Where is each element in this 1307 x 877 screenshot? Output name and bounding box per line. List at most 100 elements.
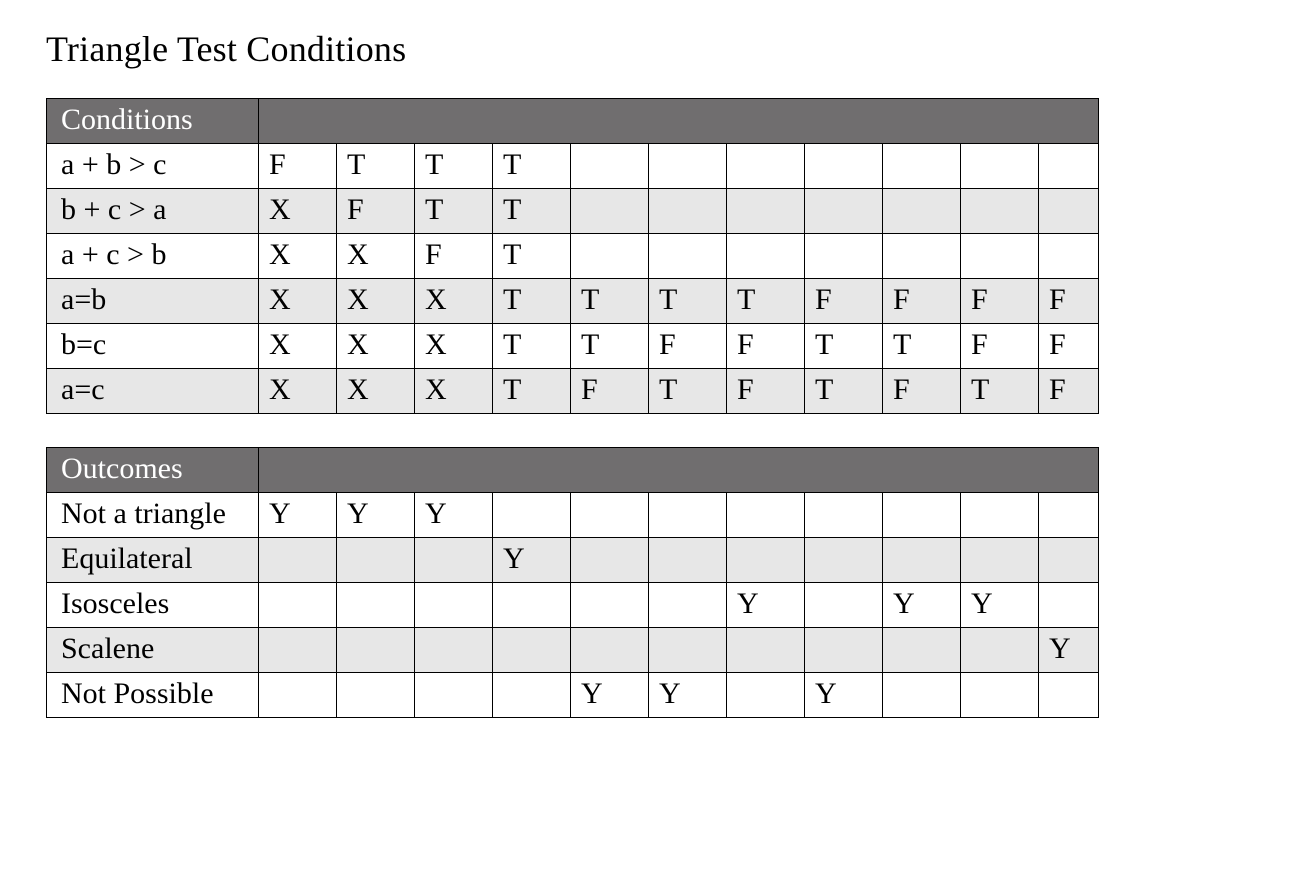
value-cell <box>1039 673 1099 718</box>
value-cell <box>649 189 727 234</box>
value-cell: Y <box>1039 628 1099 673</box>
value-cell <box>883 628 961 673</box>
table-row: Not a triangleYYY <box>47 493 1099 538</box>
value-cell <box>805 583 883 628</box>
value-cell <box>883 493 961 538</box>
value-cell: Y <box>415 493 493 538</box>
value-cell: T <box>649 279 727 324</box>
value-cell: Y <box>805 673 883 718</box>
value-cell: X <box>415 324 493 369</box>
table-row: a=cXXXTFTFTFTF <box>47 369 1099 414</box>
table-row: Not PossibleYYY <box>47 673 1099 718</box>
value-cell <box>259 673 337 718</box>
value-cell: X <box>259 279 337 324</box>
value-cell <box>493 673 571 718</box>
value-cell: T <box>493 279 571 324</box>
value-cell <box>961 493 1039 538</box>
value-cell <box>415 538 493 583</box>
section-header-fill <box>259 99 1099 144</box>
section-header-label: Conditions <box>47 99 259 144</box>
value-cell <box>415 673 493 718</box>
value-cell: F <box>259 144 337 189</box>
value-cell <box>727 189 805 234</box>
value-cell: T <box>961 369 1039 414</box>
value-cell <box>883 673 961 718</box>
value-cell <box>883 234 961 279</box>
value-cell <box>571 628 649 673</box>
value-cell: X <box>259 234 337 279</box>
value-cell <box>961 628 1039 673</box>
value-cell <box>571 189 649 234</box>
value-cell <box>1039 538 1099 583</box>
value-cell <box>1039 234 1099 279</box>
value-cell <box>493 628 571 673</box>
value-cell <box>727 538 805 583</box>
value-cell <box>727 493 805 538</box>
table-row: b + c > aXFTT <box>47 189 1099 234</box>
value-cell: F <box>1039 279 1099 324</box>
value-cell: F <box>961 324 1039 369</box>
value-cell <box>649 234 727 279</box>
table-row: a + c > bXXFT <box>47 234 1099 279</box>
value-cell: T <box>883 324 961 369</box>
value-cell <box>493 583 571 628</box>
value-cell: T <box>415 144 493 189</box>
row-label: b + c > a <box>47 189 259 234</box>
value-cell: Y <box>259 493 337 538</box>
value-cell <box>571 234 649 279</box>
value-cell: X <box>259 189 337 234</box>
value-cell: T <box>805 369 883 414</box>
value-cell: F <box>883 279 961 324</box>
value-cell <box>571 583 649 628</box>
value-cell <box>571 493 649 538</box>
value-cell <box>1039 189 1099 234</box>
value-cell: X <box>415 369 493 414</box>
row-label: Not Possible <box>47 673 259 718</box>
value-cell <box>649 538 727 583</box>
value-cell: X <box>337 279 415 324</box>
value-cell <box>727 673 805 718</box>
value-cell <box>805 538 883 583</box>
value-cell <box>259 538 337 583</box>
value-cell <box>259 583 337 628</box>
row-label: a + c > b <box>47 234 259 279</box>
row-label: a + b > c <box>47 144 259 189</box>
row-label: Equilateral <box>47 538 259 583</box>
value-cell: T <box>493 189 571 234</box>
value-cell <box>571 538 649 583</box>
value-cell <box>337 673 415 718</box>
value-cell: T <box>493 369 571 414</box>
decision-table: Conditionsa + b > cFTTTb + c > aXFTTa + … <box>46 98 1099 718</box>
value-cell: F <box>1039 369 1099 414</box>
section-spacer <box>47 414 1099 448</box>
value-cell <box>961 538 1039 583</box>
value-cell <box>961 673 1039 718</box>
value-cell: T <box>727 279 805 324</box>
value-cell: Y <box>493 538 571 583</box>
value-cell <box>961 144 1039 189</box>
value-cell: F <box>883 369 961 414</box>
value-cell: X <box>337 234 415 279</box>
value-cell <box>649 628 727 673</box>
value-cell: X <box>337 369 415 414</box>
value-cell <box>883 189 961 234</box>
value-cell: Y <box>727 583 805 628</box>
value-cell: F <box>571 369 649 414</box>
value-cell <box>1039 493 1099 538</box>
value-cell: F <box>805 279 883 324</box>
value-cell <box>259 628 337 673</box>
value-cell: Y <box>649 673 727 718</box>
value-cell: F <box>727 324 805 369</box>
value-cell <box>805 189 883 234</box>
value-cell: X <box>259 369 337 414</box>
table-row: b=cXXXTTFFTTFF <box>47 324 1099 369</box>
value-cell <box>883 144 961 189</box>
value-cell: X <box>415 279 493 324</box>
value-cell: T <box>571 279 649 324</box>
value-cell: T <box>493 144 571 189</box>
row-label: a=b <box>47 279 259 324</box>
value-cell <box>727 144 805 189</box>
value-cell: F <box>649 324 727 369</box>
value-cell <box>1039 144 1099 189</box>
section-header-fill <box>259 448 1099 493</box>
